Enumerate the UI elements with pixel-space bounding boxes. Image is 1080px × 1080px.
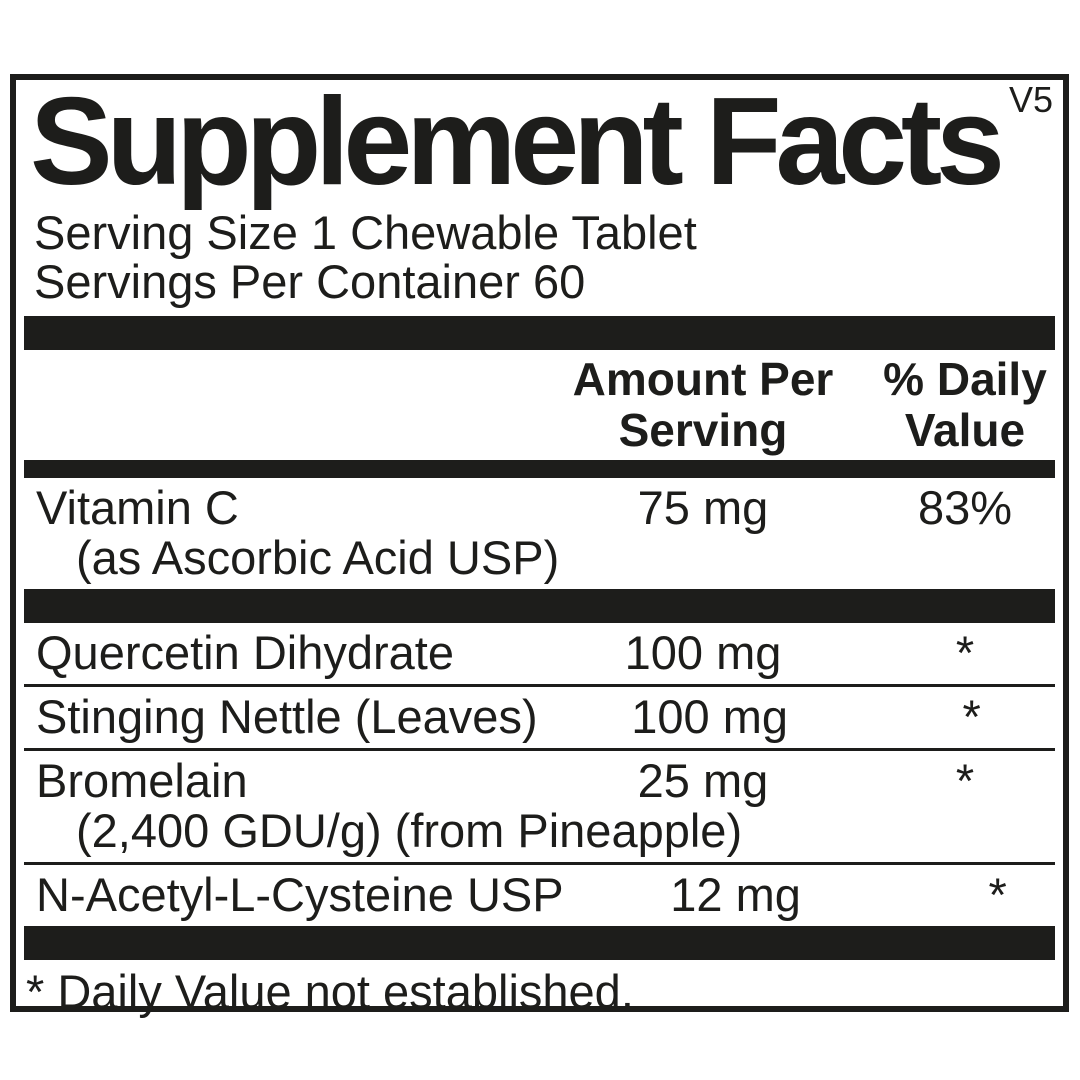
amount-header-line1: Amount Per [572,353,834,406]
ingredient-name: Quercetin Dihydrate [36,626,454,680]
amount-per-serving-header: Amount Per Serving [563,354,843,455]
row-separator [24,747,1055,751]
serving-size-text: Serving Size 1 Chewable Tablet [34,205,697,259]
ingredient-daily-value: * [955,753,975,807]
divider-bar-mid [24,589,1055,624]
ingredient-daily-value: * [962,689,981,743]
dv-header-line1: % Daily [883,353,1047,406]
ingredient-amount: 75 mg [637,480,769,534]
servings-per-container-text: Servings Per Container 60 [34,255,586,309]
daily-value-header: % Daily Value [875,354,1055,455]
ingredient-name: N-Acetyl-L-Cysteine USP [36,868,564,922]
ingredient-amount: 100 mg [624,626,782,680]
ingredient-name: Stinging Nettle (Leaves) [36,689,538,743]
dv-header-line2: Value [904,404,1026,457]
ingredient-amount: 25 mg [637,753,769,807]
ingredient-amount: 12 mg [670,868,801,922]
version-tag: V5 [1008,79,1053,120]
ingredient-daily-value: * [988,868,1007,922]
ingredient-detail: (as Ascorbic Acid USP) [76,531,560,585]
divider-bar-bottom [24,925,1055,960]
ingredient-row-nac: N-Acetyl-L-Cysteine USP 12 mg * [24,865,1055,926]
divider-bar-header [24,459,1055,478]
ingredient-row-quercetin: Quercetin Dihydrate 100 mg * [24,623,1055,684]
ingredient-row-bromelain: Bromelain 25 mg * (2,400 GDU/g) (from Pi… [24,751,1055,863]
ingredient-name: Vitamin C [36,480,239,534]
ingredient-row-vitamin-c: Vitamin C 75 mg 83% (as Ascorbic Acid US… [24,478,1055,590]
ingredient-daily-value: 83% [917,480,1013,534]
row-separator [24,683,1055,687]
amount-header-line2: Serving [618,404,788,457]
ingredient-daily-value: * [955,626,975,680]
ingredient-row-stinging-nettle: Stinging Nettle (Leaves) 100 mg * [24,687,1055,748]
page-title: Supplement Facts [30,73,1005,211]
row-separator [24,862,1055,866]
column-headers: Amount Per Serving % Daily Value [24,350,1055,459]
daily-value-footnote: * Daily Value not established. [26,964,634,1018]
divider-bar-top [24,316,1055,351]
supplement-facts-panel: V5 Supplement Facts Serving Size 1 Chewa… [10,73,1069,1017]
ingredient-detail: (2,400 GDU/g) (from Pineapple) [76,804,743,858]
ingredient-amount: 100 mg [631,689,788,743]
ingredient-name: Bromelain [36,753,248,807]
